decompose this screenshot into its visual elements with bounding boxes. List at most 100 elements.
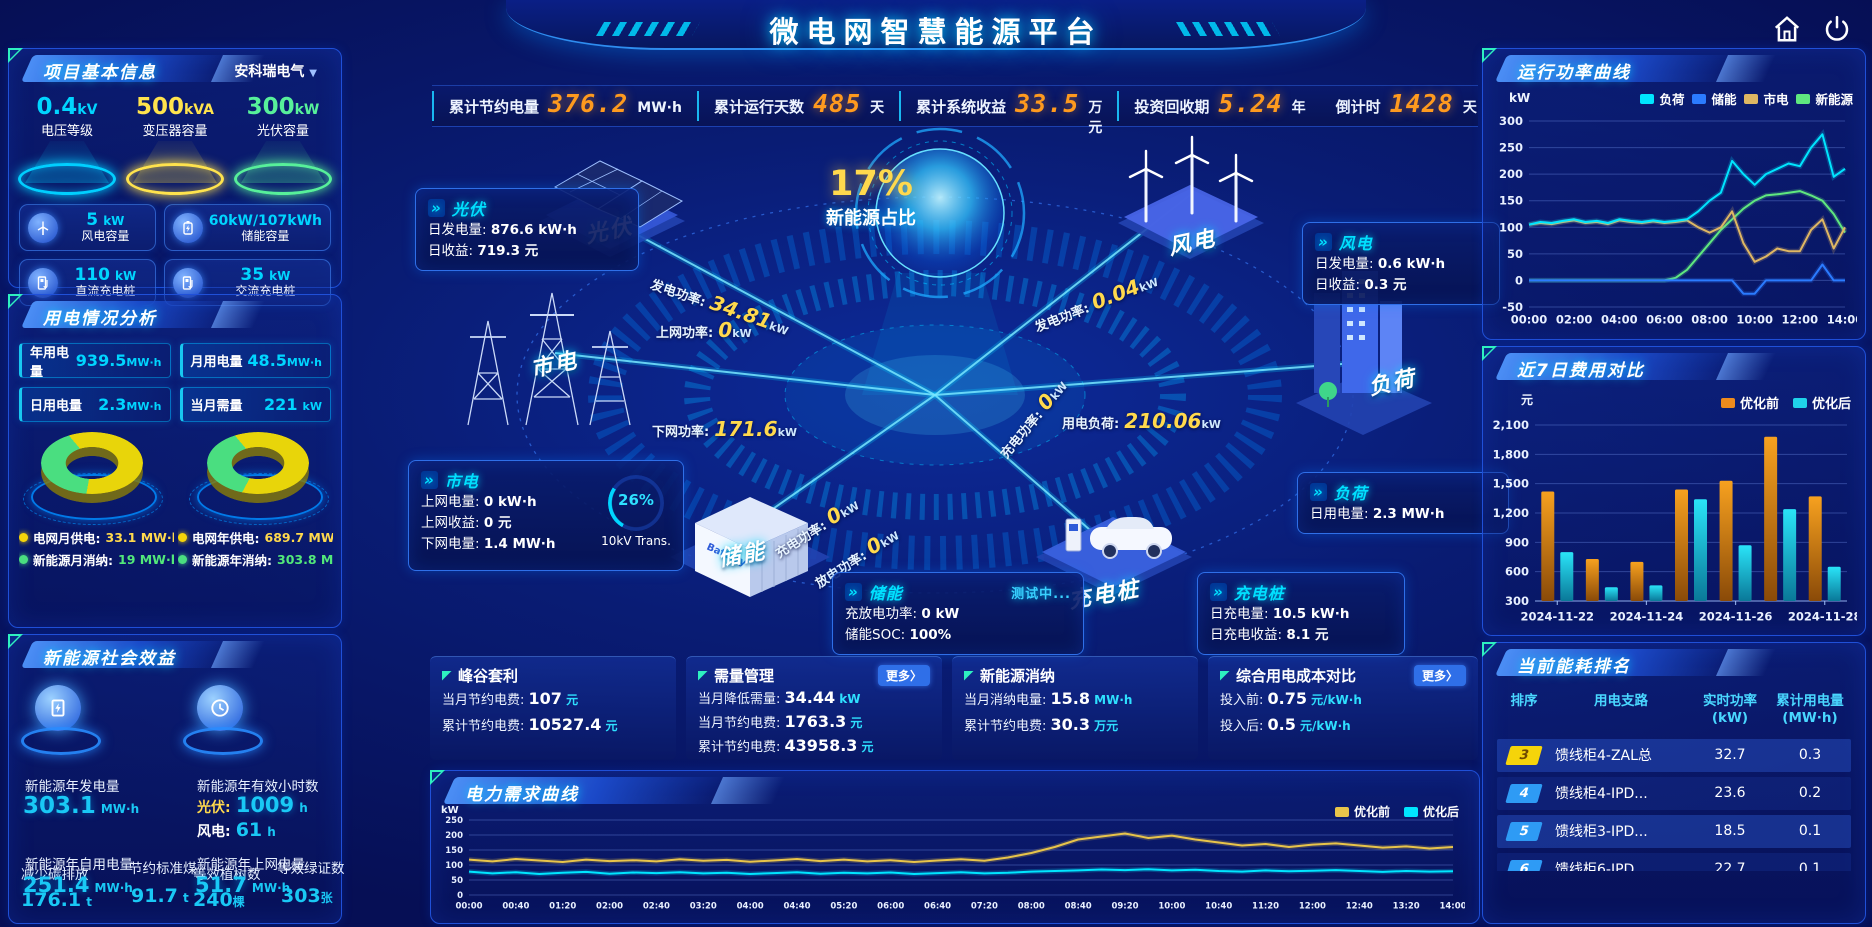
svg-text:250: 250: [1499, 141, 1523, 155]
row-label: 上网电量:: [421, 494, 480, 510]
header-stripes-left-icon: [595, 22, 701, 36]
label: 风电:: [197, 824, 231, 840]
legend-item[interactable]: 新能源: [1796, 89, 1853, 108]
more-button[interactable]: 更多〉: [877, 665, 930, 686]
row-value: 2.3 MW·h: [1372, 506, 1445, 522]
infobox-row: 日发电量: 876.6 kW·h: [428, 220, 626, 241]
green-dot-icon: [178, 555, 187, 564]
value: 303.1: [23, 793, 96, 819]
unit: h: [299, 801, 308, 815]
label: 上网功率:: [656, 326, 714, 341]
kpi-value: 485: [812, 89, 862, 118]
header-slash: [1716, 55, 1777, 82]
value: 176.1: [21, 889, 82, 911]
row-label: 充放电功率:: [845, 606, 918, 622]
table-row[interactable]: 5 馈线柜3-IPD... 18.5 0.1: [1497, 814, 1851, 848]
legend-item[interactable]: 优化后: [1403, 803, 1459, 820]
grid-node-icon: [467, 292, 631, 426]
pedestal-label: 电压等级: [40, 124, 93, 140]
infobox-row: 日发电量: 0.6 kW·h: [1315, 254, 1487, 275]
card-storage-capacity: 60kW/107kWh 储能容量: [163, 204, 331, 251]
panel-title: 项目基本信息: [43, 63, 157, 83]
card-unit: kW: [269, 268, 291, 283]
demand-chart-area: kW 优化前 优化后 0 50 100 150 200 250 00:00 00:40 01:20…: [435, 805, 1475, 921]
legend-label: 电网月供电:: [33, 531, 101, 546]
company-dropdown[interactable]: 安科瑞电气 ▼: [234, 61, 317, 81]
svg-text:00:00: 00:00: [1511, 313, 1548, 327]
svg-text:00:00: 00:00: [455, 902, 482, 912]
legend-item[interactable]: 优化前: [1334, 803, 1390, 820]
row-value: 107: [528, 689, 562, 708]
table-row[interactable]: 6 馈线柜6-IPD 22.7 0.1: [1497, 852, 1851, 871]
svg-text:10:00: 10:00: [1158, 902, 1185, 912]
corner-accent-icon: [442, 670, 452, 681]
chevron-right-icon: »: [845, 583, 862, 601]
more-button[interactable]: 更多〉: [1413, 665, 1466, 686]
row-value: 100%: [909, 626, 952, 643]
month-supply-donut: [23, 432, 163, 525]
box-title-row: 峰谷套利: [442, 665, 664, 686]
svg-text:2024-11-24: 2024-11-24: [1610, 610, 1684, 624]
power-icon[interactable]: [1822, 14, 1852, 44]
percent-label: 新能源占比: [826, 207, 916, 229]
infobox-row: 日收益: 719.3 元: [428, 241, 626, 262]
stat-unit: MW·h: [126, 400, 162, 413]
value: 210.06: [1124, 409, 1202, 433]
svg-text:50: 50: [1507, 247, 1523, 261]
gauge-ring: [608, 475, 664, 531]
row-label: 日发电量:: [428, 222, 487, 238]
chart-legend: 负荷 储能 市电 新能源: [1640, 89, 1853, 108]
energy-flow-diagram: Battery: [430, 125, 1480, 665]
row-value: 0.75: [1267, 689, 1308, 708]
row-unit: 元: [605, 718, 618, 733]
pedestal-unit: kVA: [183, 102, 215, 118]
y-axis-label: kW: [441, 805, 459, 816]
rank-badge: 4: [1505, 783, 1543, 803]
panel-usage-analysis: 用电情况分析 年用电量 939.5MW·h 月用电量 48.5MW·h 日用电量…: [8, 294, 342, 628]
infobox-row: 充放电功率: 0 kW: [845, 604, 1071, 625]
row-label: 投入前:: [1220, 693, 1264, 708]
row-label: 当月节约电费:: [442, 693, 525, 708]
yellow-dot-icon: [19, 533, 28, 542]
home-icon[interactable]: [1772, 14, 1802, 44]
svg-text:12:00: 12:00: [1782, 313, 1819, 327]
panel-cost-compare: 近7日费用对比 元 优化前 优化后 300 600 900 1,200 1,500 1,80…: [1482, 346, 1866, 636]
legend-item[interactable]: 市电: [1744, 89, 1788, 108]
status-badge: 测试中...: [1011, 586, 1071, 602]
kpi-label: 倒计时: [1335, 98, 1381, 116]
benefit-wind-hours: 风电: 61 h: [197, 819, 276, 841]
benefit-label: 等效植树数: [193, 867, 261, 883]
table-row[interactable]: 3 馈线柜4-ZAL总 32.7 0.3: [1497, 738, 1851, 772]
chevron-right-icon: »: [1315, 233, 1332, 251]
kpi-unit: 天: [1462, 100, 1477, 116]
row-label: 当月消纳电量:: [964, 693, 1047, 708]
page-title: 微电网智慧能源平台: [769, 15, 1103, 49]
value: 240: [193, 889, 233, 911]
legend-item[interactable]: 储能: [1692, 89, 1736, 108]
row-value: 8.1 元: [1286, 626, 1329, 643]
stat-day-usage: 日用电量 2.3MW·h: [19, 387, 171, 422]
svg-text:06:00: 06:00: [1646, 313, 1683, 327]
kpi-value: 1428: [1389, 89, 1454, 118]
svg-text:06:00: 06:00: [877, 902, 904, 912]
infobox-row: 日充电收益: 8.1 元: [1210, 625, 1392, 646]
table-row[interactable]: 4 馈线柜4-IPD... 23.6 0.2: [1497, 776, 1851, 810]
capacity-cards: 5 kW 风电容量 60kW/107kWh 储能容量 110 kW 直流充电桩 35 …: [9, 195, 341, 306]
company-name: 安科瑞电气: [234, 64, 305, 80]
legend-value: 33.1 MW·h (64%): [105, 530, 175, 545]
row-label: 累计节约电费:: [442, 718, 525, 734]
legend-item[interactable]: 负荷: [1640, 89, 1684, 108]
value: 0: [718, 318, 733, 342]
donut-chart: [207, 432, 309, 494]
infobox-row: 日收益: 0.3 元: [1315, 275, 1487, 296]
stat-unit: kW: [302, 400, 322, 413]
value: 91.7: [131, 885, 178, 907]
legend-item[interactable]: 优化前: [1720, 393, 1779, 412]
svg-text:04:40: 04:40: [783, 902, 810, 912]
branch-name: 馈线柜4-IPD...: [1555, 786, 1648, 803]
legend-item[interactable]: 优化后: [1792, 393, 1851, 412]
box-absorption: 新能源消纳 当月消纳电量: 15.8 MW·h 累计节约电费: 30.3 万元: [952, 656, 1198, 760]
card-label: 风电容量: [81, 229, 130, 244]
card-wind-capacity: 5 kW 风电容量: [19, 204, 156, 251]
